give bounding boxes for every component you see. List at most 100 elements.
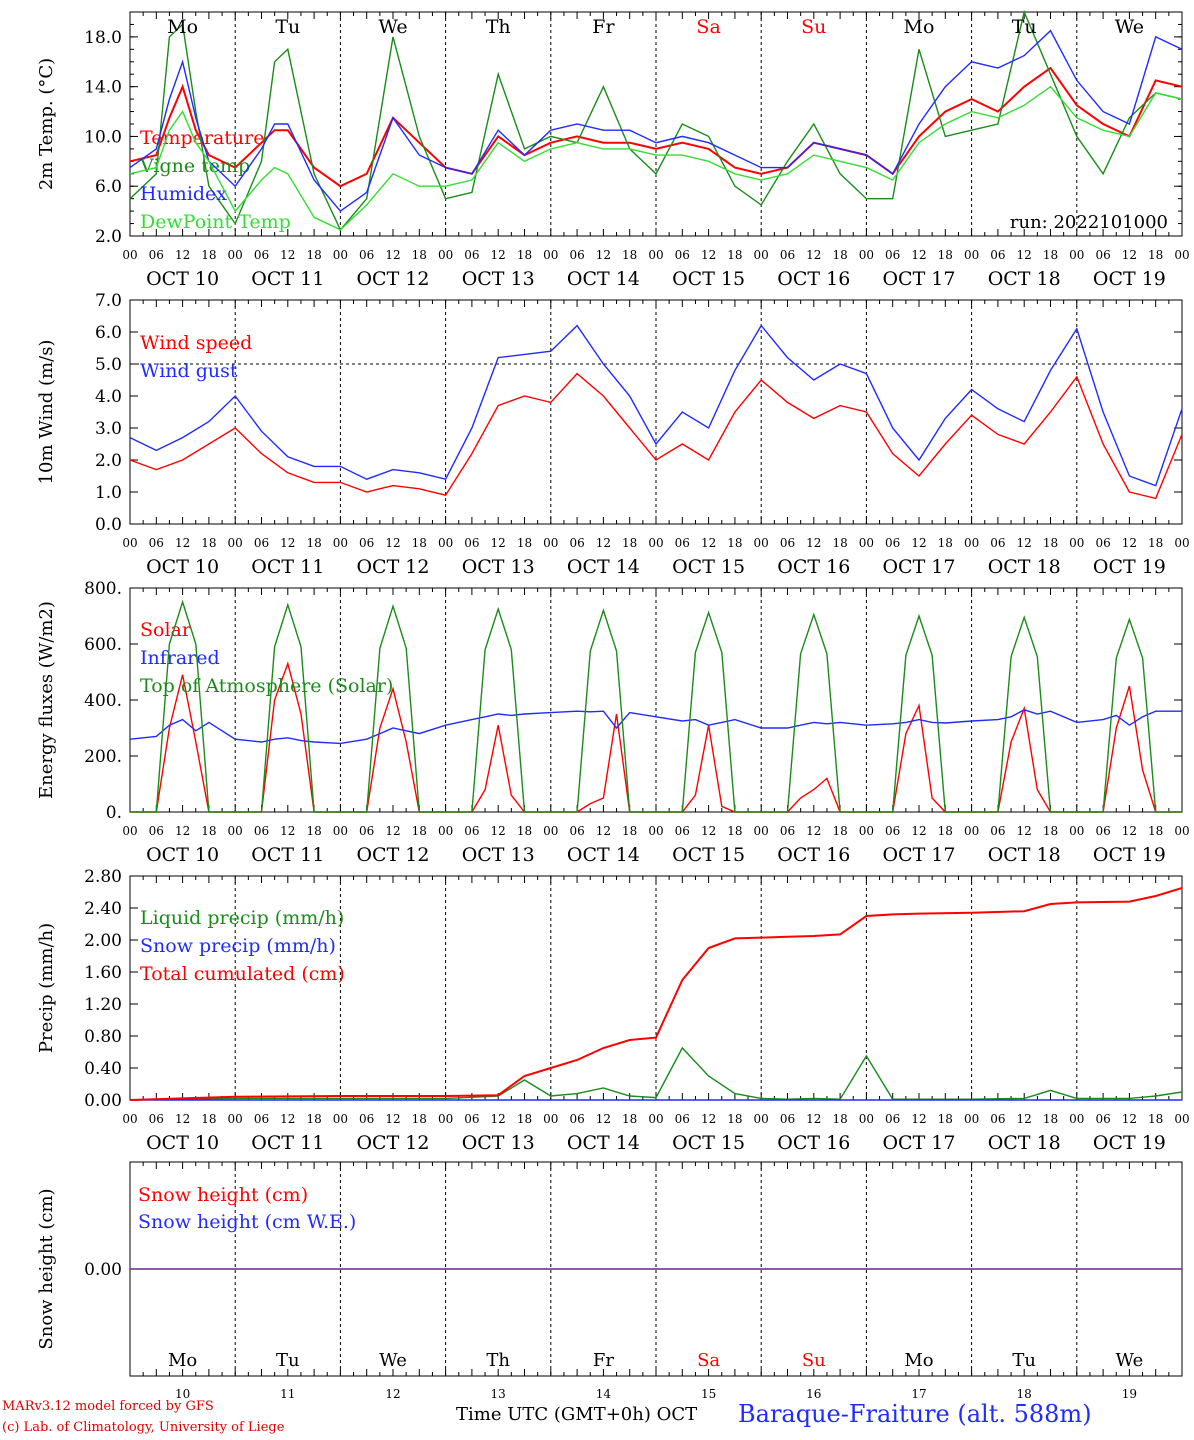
- y-tick-label: 6.0: [95, 323, 122, 343]
- date-label: OCT 18: [988, 1132, 1061, 1154]
- date-label: OCT 19: [1093, 268, 1166, 290]
- hour-tick-label: 00: [438, 248, 453, 262]
- day-of-week-label: Fr: [592, 16, 615, 38]
- model-credit: MARv3.12 model forced by GFS: [2, 1399, 214, 1414]
- bottom-day-number-label: 11: [280, 1387, 295, 1401]
- bottom-day-of-week-label: Mo: [904, 1350, 933, 1371]
- hour-tick-label: 06: [1095, 824, 1110, 838]
- hour-tick-label: 06: [780, 824, 795, 838]
- hour-tick-label: 06: [149, 1112, 164, 1126]
- day-of-week-label: Mo: [904, 16, 935, 38]
- y-axis-label: Snow height (cm): [36, 1188, 57, 1349]
- date-label: OCT 11: [251, 268, 324, 290]
- hour-tick-label: 06: [780, 536, 795, 550]
- x-axis-title: Time UTC (GMT+0h) OCT: [456, 1404, 698, 1425]
- hour-tick-label: 06: [675, 824, 690, 838]
- date-label: OCT 10: [146, 556, 219, 578]
- hour-tick-label: 00: [754, 248, 769, 262]
- day-of-week-label: Mo: [167, 16, 198, 38]
- hour-tick-label: 00: [228, 536, 243, 550]
- hour-tick-label: 12: [1122, 1112, 1137, 1126]
- bottom-day-of-week-label: Su: [802, 1350, 826, 1371]
- hour-tick-label: 06: [1095, 1112, 1110, 1126]
- hour-tick-label: 12: [1017, 1112, 1032, 1126]
- hour-tick-label: 12: [806, 248, 821, 262]
- bottom-day-number-label: 15: [701, 1387, 716, 1401]
- legend-snow-height-cm-w-e-: Snow height (cm W.E.): [138, 1211, 356, 1233]
- hour-tick-label: 00: [438, 1112, 453, 1126]
- hour-tick-label: 18: [622, 1112, 637, 1126]
- hour-tick-label: 12: [701, 248, 716, 262]
- y-tick-label: 0.00: [84, 1091, 122, 1111]
- hour-tick-label: 00: [859, 248, 874, 262]
- y-axis-label: Precip (mm/h): [36, 923, 57, 1053]
- hour-tick-label: 12: [1017, 824, 1032, 838]
- legend-snow-height-cm-: Snow height (cm): [138, 1184, 308, 1206]
- y-tick-label: 2.0: [95, 227, 122, 247]
- date-label: OCT 13: [462, 844, 535, 866]
- hour-tick-label: 12: [1122, 248, 1137, 262]
- hour-tick-label: 06: [1095, 536, 1110, 550]
- bottom-day-number-label: 18: [1017, 1387, 1032, 1401]
- date-label: OCT 12: [356, 1132, 429, 1154]
- hour-tick-label: 06: [359, 248, 374, 262]
- legend-wind-speed: Wind speed: [140, 332, 252, 354]
- y-tick-label: 600.: [84, 635, 122, 655]
- hour-tick-label: 00: [543, 536, 558, 550]
- hour-tick-label: 18: [832, 536, 847, 550]
- hour-tick-label: 06: [149, 248, 164, 262]
- legend-snow-precip-mm-h-: Snow precip (mm/h): [140, 935, 336, 957]
- hour-tick-label: 18: [1148, 1112, 1163, 1126]
- bottom-day-of-week-label: Th: [486, 1350, 510, 1371]
- bottom-day-of-week-label: We: [1116, 1350, 1144, 1371]
- hour-tick-label: 12: [596, 824, 611, 838]
- hour-tick-label: 00: [1174, 536, 1189, 550]
- hour-tick-label: 18: [832, 824, 847, 838]
- y-tick-label: 18.0: [84, 28, 122, 48]
- hour-tick-label: 00: [333, 1112, 348, 1126]
- y-axis-label: Energy fluxes (W/m2): [36, 601, 57, 799]
- hour-tick-label: 00: [543, 824, 558, 838]
- hour-tick-label: 00: [1069, 536, 1084, 550]
- y-tick-label: 4.0: [95, 387, 122, 407]
- day-of-week-label: Tu: [275, 16, 300, 38]
- hour-tick-label: 06: [359, 536, 374, 550]
- series-line-dewpoint-temp: [129, 85, 1183, 231]
- hour-tick-label: 12: [491, 536, 506, 550]
- hour-tick-label: 18: [727, 248, 742, 262]
- hour-tick-label: 00: [228, 248, 243, 262]
- hour-tick-label: 12: [385, 248, 400, 262]
- date-label: OCT 19: [1093, 1132, 1166, 1154]
- hour-tick-label: 00: [754, 1112, 769, 1126]
- date-label: OCT 16: [777, 1132, 850, 1154]
- hour-tick-label: 12: [596, 536, 611, 550]
- date-label: OCT 14: [567, 844, 640, 866]
- hour-tick-label: 06: [885, 248, 900, 262]
- series-line-total-cumulated-cm-: [129, 887, 1183, 1101]
- date-label: OCT 15: [672, 556, 745, 578]
- date-label: OCT 14: [567, 556, 640, 578]
- legend-humidex: Humidex: [140, 183, 227, 205]
- hour-tick-label: 00: [1069, 824, 1084, 838]
- hour-tick-label: 06: [569, 536, 584, 550]
- hour-tick-label: 12: [491, 248, 506, 262]
- y-tick-label: 2.00: [84, 931, 122, 951]
- hour-tick-label: 12: [1122, 824, 1137, 838]
- hour-tick-label: 00: [228, 1112, 243, 1126]
- hour-tick-label: 18: [517, 1112, 532, 1126]
- hour-tick-label: 00: [964, 1112, 979, 1126]
- hour-tick-label: 00: [438, 824, 453, 838]
- date-label: OCT 13: [462, 268, 535, 290]
- date-label: OCT 12: [356, 268, 429, 290]
- bottom-day-number-label: 17: [911, 1387, 926, 1401]
- hour-tick-label: 00: [438, 536, 453, 550]
- day-of-week-label: Sa: [696, 16, 720, 38]
- hour-tick-label: 18: [622, 248, 637, 262]
- legend-infrared: Infrared: [140, 647, 220, 669]
- hour-tick-label: 12: [175, 536, 190, 550]
- run-label: run: 2022101000: [1010, 212, 1168, 233]
- date-label: OCT 12: [356, 556, 429, 578]
- hour-tick-label: 18: [517, 536, 532, 550]
- y-tick-label: 0.80: [84, 1027, 122, 1047]
- hour-tick-label: 12: [280, 1112, 295, 1126]
